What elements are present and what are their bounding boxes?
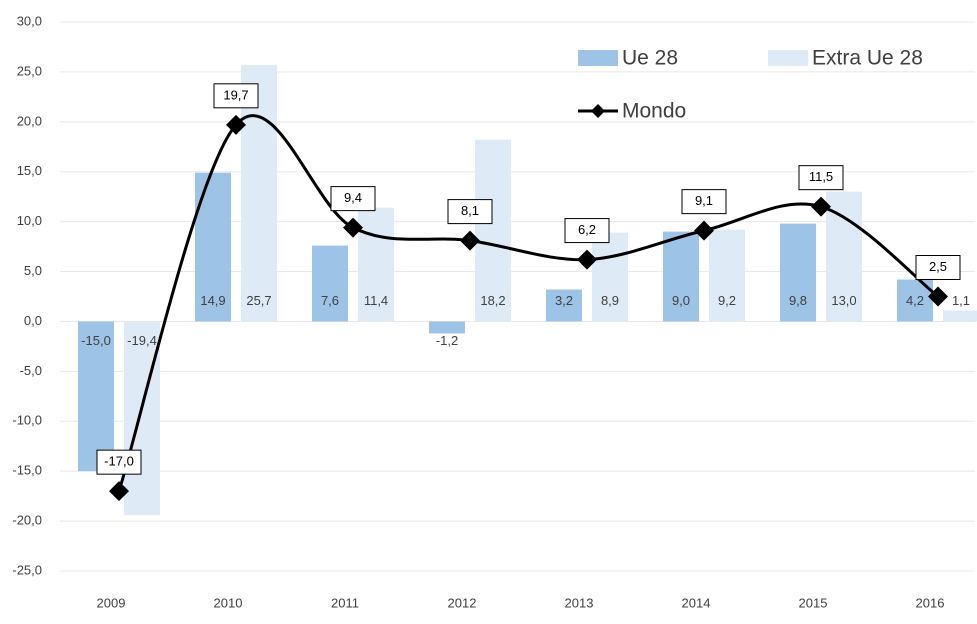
bar xyxy=(78,321,114,472)
data-label: 6,2 xyxy=(578,222,596,237)
data-label: 3,2 xyxy=(555,293,573,308)
bar xyxy=(546,289,582,322)
data-label: 8,9 xyxy=(601,293,619,308)
label-box xyxy=(96,449,142,475)
data-label: -19,4 xyxy=(127,333,157,348)
legend-marker xyxy=(591,104,605,118)
bar xyxy=(663,231,699,322)
y-tick-label: -10,0 xyxy=(12,413,42,428)
label-box xyxy=(681,189,727,215)
bar xyxy=(826,191,862,322)
y-tick-label: -5,0 xyxy=(20,363,42,378)
marker xyxy=(577,249,597,270)
y-tick-label: -15,0 xyxy=(12,463,42,478)
data-label: -1,2 xyxy=(436,333,458,348)
data-label: 19,7 xyxy=(223,87,248,102)
data-label: 9,1 xyxy=(695,193,713,208)
bar xyxy=(429,321,465,334)
legend-swatch xyxy=(768,50,808,66)
bar xyxy=(592,232,628,322)
marker xyxy=(226,114,246,135)
label-box xyxy=(564,218,610,244)
y-tick-label: 20,0 xyxy=(17,113,42,128)
data-label: 4,2 xyxy=(906,293,924,308)
y-tick-label: -20,0 xyxy=(12,513,42,528)
label-box xyxy=(798,165,844,191)
data-label: 7,6 xyxy=(321,293,339,308)
data-label: 13,0 xyxy=(831,293,856,308)
x-tick-label: 2016 xyxy=(916,595,945,610)
y-tick-label: 0,0 xyxy=(24,313,42,328)
x-tick-label: 2014 xyxy=(682,595,711,610)
data-label: 9,4 xyxy=(344,190,362,205)
data-label: 25,7 xyxy=(246,293,271,308)
x-tick-label: 2013 xyxy=(565,595,594,610)
data-label: 14,9 xyxy=(200,293,225,308)
data-label: 11,4 xyxy=(364,293,388,308)
data-label: 1,1 xyxy=(952,293,970,308)
legend-label: Extra Ue 28 xyxy=(812,47,923,70)
x-tick-label: 2015 xyxy=(799,595,828,610)
bar xyxy=(475,139,511,322)
y-tick-label: -25,0 xyxy=(12,562,42,577)
y-tick-label: 10,0 xyxy=(17,213,42,228)
bar xyxy=(124,321,160,516)
bar xyxy=(358,207,394,322)
legend-swatch xyxy=(578,50,618,66)
data-label: 9,2 xyxy=(718,293,736,308)
bar xyxy=(943,310,977,322)
x-tick-label: 2012 xyxy=(448,595,477,610)
data-label: 9,8 xyxy=(789,293,807,308)
legend-label: Mondo xyxy=(622,100,686,123)
data-label: 11,5 xyxy=(809,169,833,184)
label-box xyxy=(447,199,493,225)
data-label: -17,0 xyxy=(104,454,134,469)
y-tick-label: 30,0 xyxy=(17,13,42,28)
x-tick-label: 2009 xyxy=(97,595,126,610)
marker xyxy=(928,286,948,307)
x-tick-label: 2011 xyxy=(331,595,359,610)
marker xyxy=(460,230,480,251)
marker xyxy=(343,217,363,238)
label-box xyxy=(915,255,961,280)
marker xyxy=(109,481,129,502)
bar xyxy=(709,229,745,322)
marker xyxy=(811,196,831,217)
data-label: -15,0 xyxy=(81,333,111,348)
bar xyxy=(312,245,348,322)
data-label: 8,1 xyxy=(461,203,479,218)
legend-label: Ue 28 xyxy=(622,47,678,70)
data-label: 2,5 xyxy=(929,259,947,274)
label-box xyxy=(213,83,259,109)
data-label: 9,0 xyxy=(672,293,690,308)
bar xyxy=(780,223,816,322)
y-tick-label: 5,0 xyxy=(24,263,42,278)
label-box xyxy=(330,186,376,212)
y-tick-label: 25,0 xyxy=(17,63,42,78)
y-tick-label: 15,0 xyxy=(17,163,42,178)
data-label: 18,2 xyxy=(480,293,505,308)
marker xyxy=(694,220,714,241)
x-tick-label: 2010 xyxy=(214,595,243,610)
